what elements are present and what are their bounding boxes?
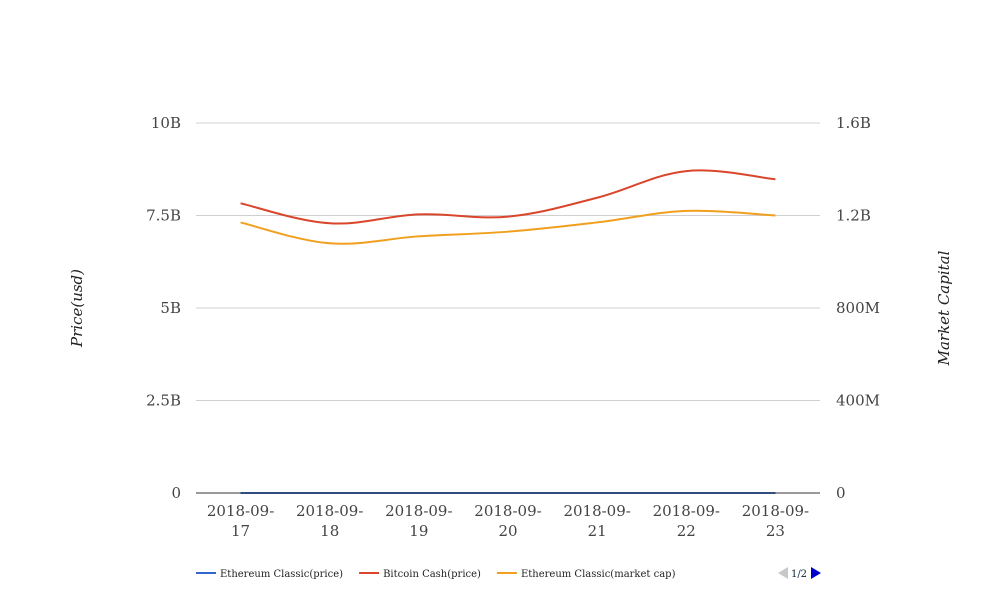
x-tick-line: 2018-09- xyxy=(742,502,809,520)
legend-label: Bitcoin Cash(price) xyxy=(383,569,481,580)
legend-item[interactable]: Bitcoin Cash(price) xyxy=(359,569,481,580)
legend: Ethereum Classic(price) Bitcoin Cash(pric… xyxy=(196,569,676,580)
x-tick-label: 2018-09- 20 xyxy=(474,502,541,540)
x-tick-line: 18 xyxy=(320,522,339,540)
x-tick-label: 2018-09- 22 xyxy=(653,502,720,540)
series-line-bitcoin-cash-price xyxy=(240,169,776,225)
x-tick-line: 2018-09- xyxy=(474,502,541,520)
right-axis-title: Market Capital xyxy=(935,250,953,366)
x-tick-line: 2018-09- xyxy=(207,502,274,520)
x-tick-line: 22 xyxy=(677,522,696,540)
x-axis-ticks: 2018-09-172018-09-182018-09-192018-09-20… xyxy=(207,502,809,540)
pager-prev-icon[interactable] xyxy=(778,567,788,579)
right-tick-label: 0 xyxy=(836,484,846,502)
series-lines xyxy=(240,169,776,495)
left-axis-title: Price(usd) xyxy=(68,269,86,348)
x-tick-label: 2018-09- 17 xyxy=(207,502,274,540)
left-tick-label: 10B xyxy=(151,114,181,132)
x-tick-line: 21 xyxy=(588,522,607,540)
left-tick-label: 0 xyxy=(171,484,181,502)
x-tick-line: 17 xyxy=(231,522,250,540)
right-tick-label: 400M xyxy=(836,392,880,410)
legend-pager: 1/2 xyxy=(778,567,821,580)
x-tick-label: 2018-09- 19 xyxy=(385,502,452,540)
right-tick-label: 1.2B xyxy=(836,207,871,225)
pager-next-icon[interactable] xyxy=(811,567,821,579)
x-tick-label: 2018-09- 23 xyxy=(742,502,809,540)
left-tick-label: 2.5B xyxy=(146,392,181,410)
right-tick-label: 1.6B xyxy=(836,114,871,132)
legend-label: Ethereum Classic(price) xyxy=(220,569,343,580)
x-tick-line: 2018-09- xyxy=(653,502,720,520)
left-tick-label: 5B xyxy=(160,299,181,317)
legend-item[interactable]: Ethereum Classic(price) xyxy=(196,569,343,580)
pager-label: 1/2 xyxy=(791,569,807,580)
x-tick-line: 2018-09- xyxy=(385,502,452,520)
legend-label: Ethereum Classic(market cap) xyxy=(521,569,676,580)
legend-item[interactable]: Ethereum Classic(market cap) xyxy=(496,569,676,580)
left-axis-ticks: 0 2.5B 5B 7.5B 10B xyxy=(146,114,181,502)
x-tick-line: 19 xyxy=(409,522,428,540)
x-tick-line: 23 xyxy=(766,522,785,540)
x-tick-line: 20 xyxy=(498,522,517,540)
left-tick-label: 7.5B xyxy=(146,207,181,225)
right-tick-label: 800M xyxy=(836,299,880,317)
gridlines xyxy=(196,122,820,401)
x-tick-line: 2018-09- xyxy=(296,502,363,520)
x-tick-line: 2018-09- xyxy=(563,502,630,520)
series-line-ethereum-classic-market-cap xyxy=(240,209,776,245)
x-tick-label: 2018-09- 21 xyxy=(563,502,630,540)
x-tick-label: 2018-09- 18 xyxy=(296,502,363,540)
right-axis-ticks: 0 400M 800M 1.2B 1.6B xyxy=(836,114,880,502)
